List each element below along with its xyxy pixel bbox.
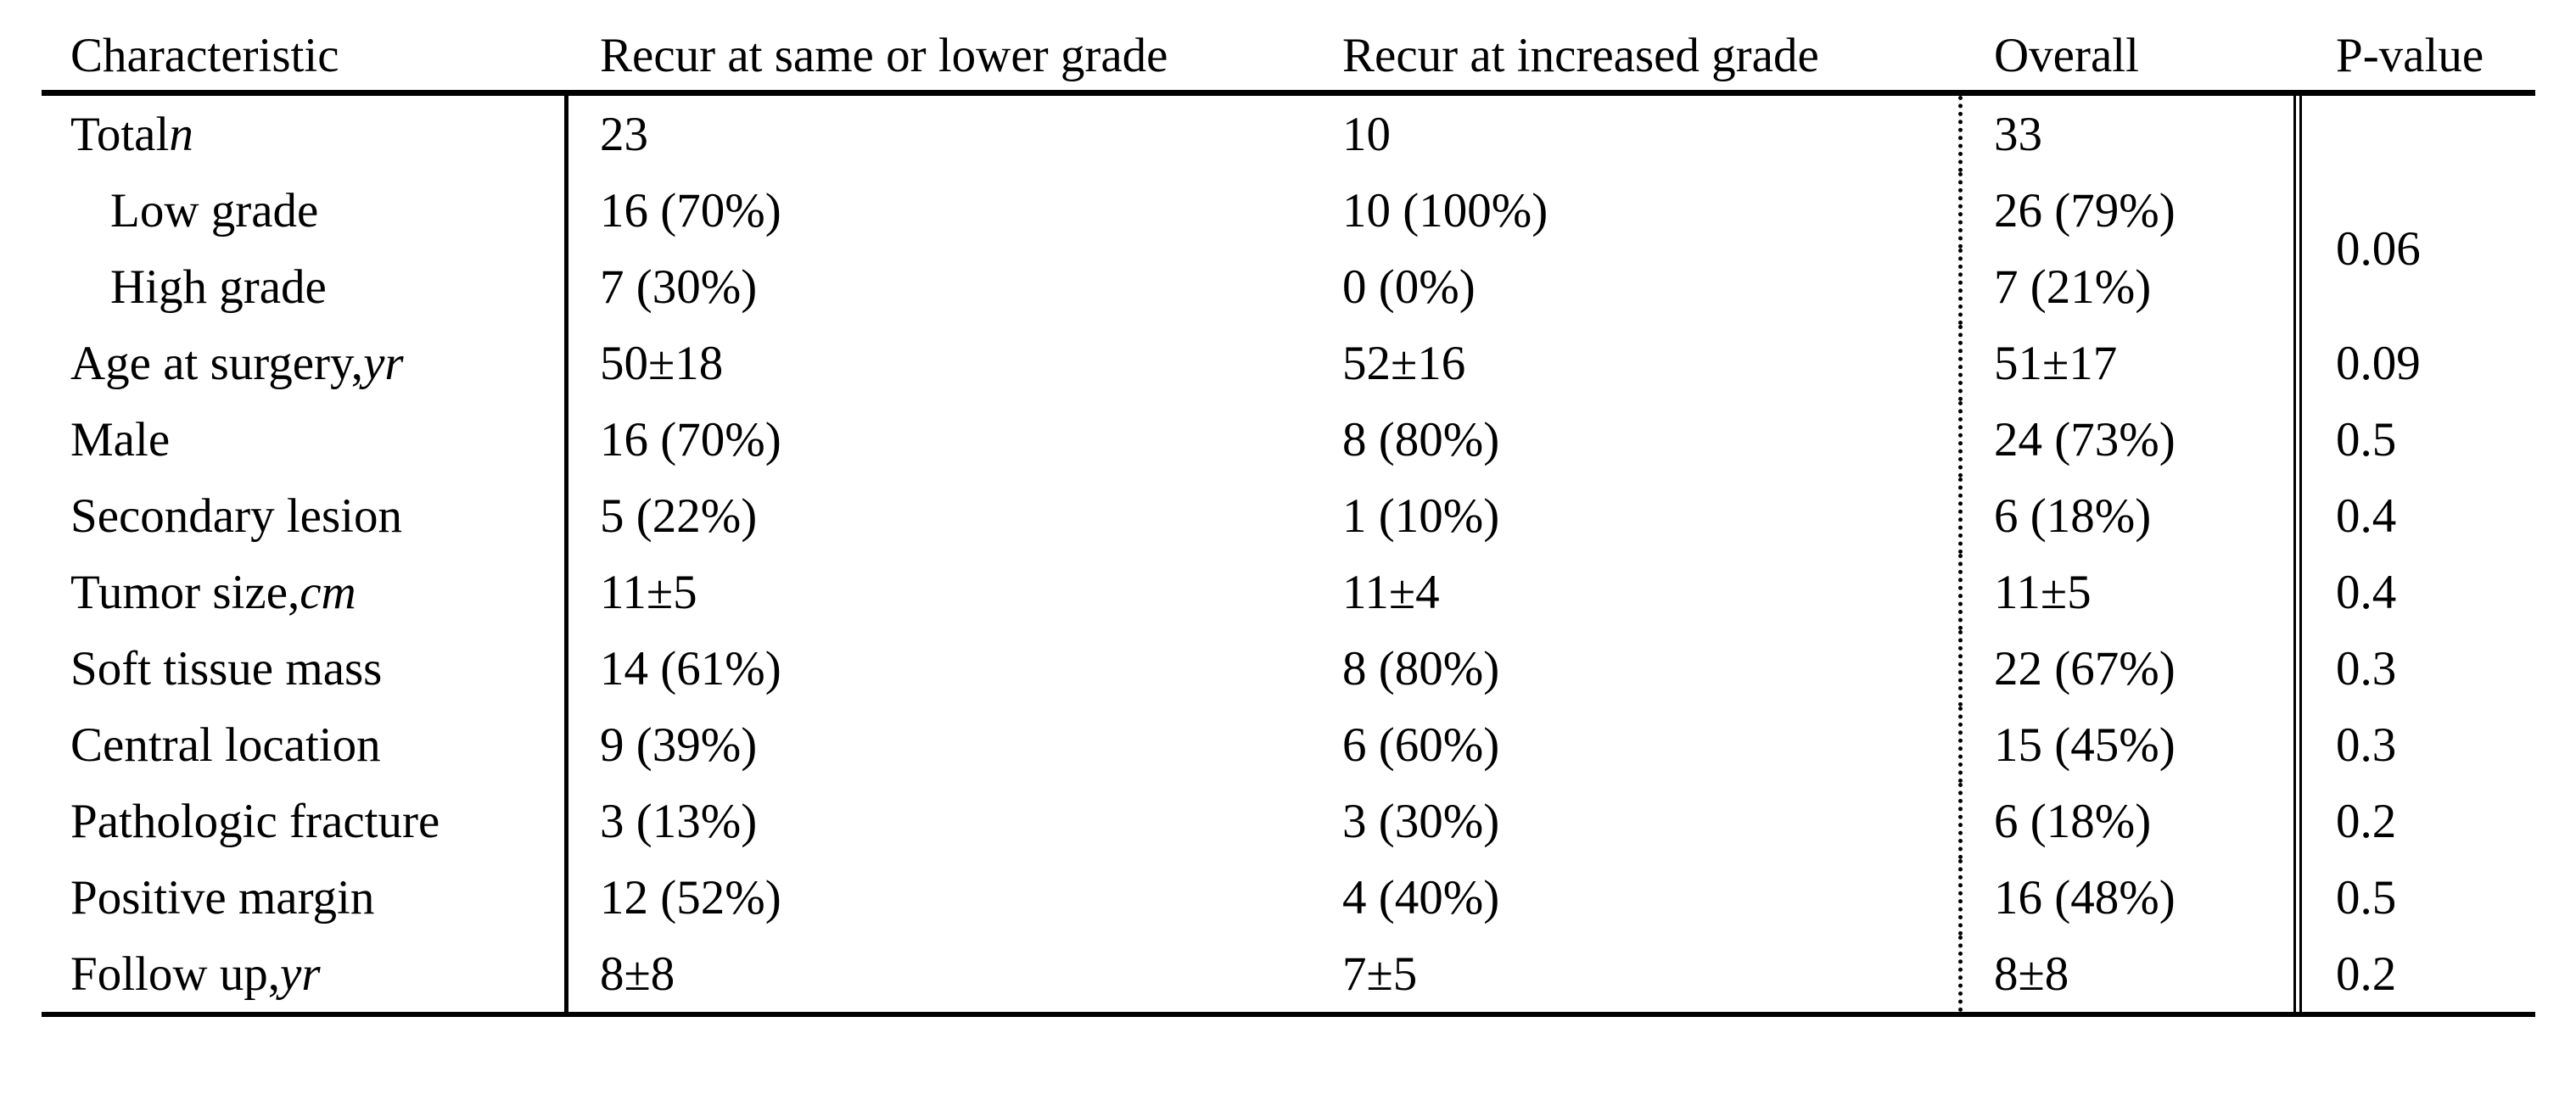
row-soft-tissue-label: Soft tissue mass (42, 630, 568, 707)
row-label-text: Central location (70, 718, 381, 772)
row-follow-up-overall: 8±8 (1963, 936, 2302, 1012)
p-value-grade-merged-cell: 0.06 (2336, 221, 2421, 276)
col-header-characteristic: Characteristic (42, 25, 568, 96)
row-age-increased: 52±16 (1311, 325, 1963, 401)
row-tumor-size-p-value: 0.4 (2336, 565, 2397, 619)
row-label-italic: yr (280, 947, 321, 1001)
row-soft-tissue-p-value: 0.3 (2336, 641, 2397, 695)
row-pathologic-fracture-p-value: 0.2 (2336, 794, 2397, 848)
col-header-overall: Overall (1963, 25, 2302, 96)
col-header-increased-label: Recur at increased grade (1342, 29, 1819, 82)
row-total-n-label: Total n (42, 96, 568, 172)
row-label-italic: yr (363, 336, 404, 390)
row-positive-margin-label: Positive margin (42, 859, 568, 936)
col-header-characteristic-label: Characteristic (70, 29, 339, 82)
row-high-grade-increased: 0 (0%) (1311, 249, 1963, 325)
row-age-label: Age at surgery, yr (42, 325, 568, 401)
row-soft-tissue-same-lower: 14 (61%) (600, 641, 781, 695)
row-male-label: Male (42, 401, 568, 478)
row-label-text: High grade (110, 260, 327, 314)
row-total-n-overall: 33 (1963, 96, 2302, 172)
row-pathologic-fracture-label: Pathologic fracture (42, 783, 568, 859)
row-high-grade-overall: 7 (21%) (1963, 249, 2302, 325)
row-label-text: Age at surgery, (70, 336, 364, 390)
row-follow-up-increased: 7±5 (1311, 936, 1963, 1012)
row-tumor-size-label: Tumor size, cm (42, 554, 568, 630)
row-positive-margin-overall: 16 (48%) (1963, 859, 2302, 936)
col-header-p-value: P-value (2302, 25, 2535, 96)
row-tumor-size-overall: 11±5 (1963, 554, 2302, 630)
col-header-overall-label: Overall (1994, 29, 2139, 82)
row-low-grade-increased: 10 (100%) (1311, 172, 1963, 249)
row-label-text: Follow up, (70, 947, 281, 1001)
col-header-p-value-label: P-value (2336, 29, 2484, 82)
row-low-grade-label: Low grade (42, 172, 568, 249)
col-header-increased: Recur at increased grade (1311, 25, 1963, 96)
row-central-location-label: Central location (42, 707, 568, 783)
row-positive-margin-increased: 4 (40%) (1311, 859, 1963, 936)
row-secondary-lesion-increased: 1 (10%) (1311, 478, 1963, 554)
row-secondary-lesion-same-lower: 5 (22%) (600, 489, 758, 543)
row-label-text: Soft tissue mass (70, 641, 383, 695)
row-central-location-same-lower: 9 (39%) (600, 718, 758, 772)
row-high-grade-same-lower: 7 (30%) (600, 260, 758, 314)
row-low-grade-same-lower: 16 (70%) (600, 183, 781, 237)
row-label-text: Secondary lesion (70, 489, 402, 543)
row-age-same-lower: 50±18 (600, 336, 724, 390)
row-label-text: Positive margin (70, 870, 375, 924)
row-follow-up-p-value: 0.2 (2336, 947, 2397, 1001)
row-positive-margin-p-value: 0.5 (2336, 870, 2397, 924)
col-header-same-lower: Recur at same or lower grade (568, 25, 1311, 96)
row-total-n-same-lower: 23 (600, 107, 648, 161)
row-secondary-lesion-label: Secondary lesion (42, 478, 568, 554)
row-secondary-lesion-p-value: 0.4 (2336, 489, 2397, 543)
row-central-location-p-value: 0.3 (2336, 718, 2397, 772)
characteristics-table: Characteristic Recur at same or lower gr… (42, 25, 2535, 1017)
row-label-text: Male (70, 412, 171, 466)
row-follow-up-same-lower: 8±8 (600, 947, 675, 1001)
col-header-same-lower-label: Recur at same or lower grade (600, 29, 1168, 82)
row-male-overall: 24 (73%) (1963, 401, 2302, 478)
row-total-n-increased: 10 (1311, 96, 1963, 172)
row-label-text: Total (70, 107, 170, 161)
row-age-overall: 51±17 (1963, 325, 2302, 401)
row-secondary-lesion-overall: 6 (18%) (1963, 478, 2302, 554)
row-soft-tissue-increased: 8 (80%) (1311, 630, 1963, 707)
row-central-location-increased: 6 (60%) (1311, 707, 1963, 783)
row-tumor-size-increased: 11±4 (1311, 554, 1963, 630)
row-label-text: Low grade (110, 183, 319, 237)
row-low-grade-overall: 26 (79%) (1963, 172, 2302, 249)
row-pathologic-fracture-increased: 3 (30%) (1311, 783, 1963, 859)
row-high-grade-label: High grade (42, 249, 568, 325)
row-central-location-overall: 15 (45%) (1963, 707, 2302, 783)
row-follow-up-label: Follow up, yr (42, 936, 568, 1012)
row-male-same-lower: 16 (70%) (600, 412, 781, 466)
row-total-n-p-value (2302, 96, 2535, 172)
row-male-increased: 8 (80%) (1311, 401, 1963, 478)
row-label-text: Pathologic fracture (70, 794, 440, 848)
row-positive-margin-same-lower: 12 (52%) (600, 870, 781, 924)
row-age-p-value: 0.09 (2336, 336, 2421, 390)
row-label-italic: cm (300, 565, 356, 619)
row-pathologic-fracture-same-lower: 3 (13%) (600, 794, 758, 848)
row-label-italic: n (169, 107, 193, 161)
row-label-text: Tumor size, (70, 565, 300, 619)
row-soft-tissue-overall: 22 (67%) (1963, 630, 2302, 707)
row-male-p-value: 0.5 (2336, 412, 2397, 466)
row-tumor-size-same-lower: 11±5 (600, 565, 697, 619)
row-pathologic-fracture-overall: 6 (18%) (1963, 783, 2302, 859)
